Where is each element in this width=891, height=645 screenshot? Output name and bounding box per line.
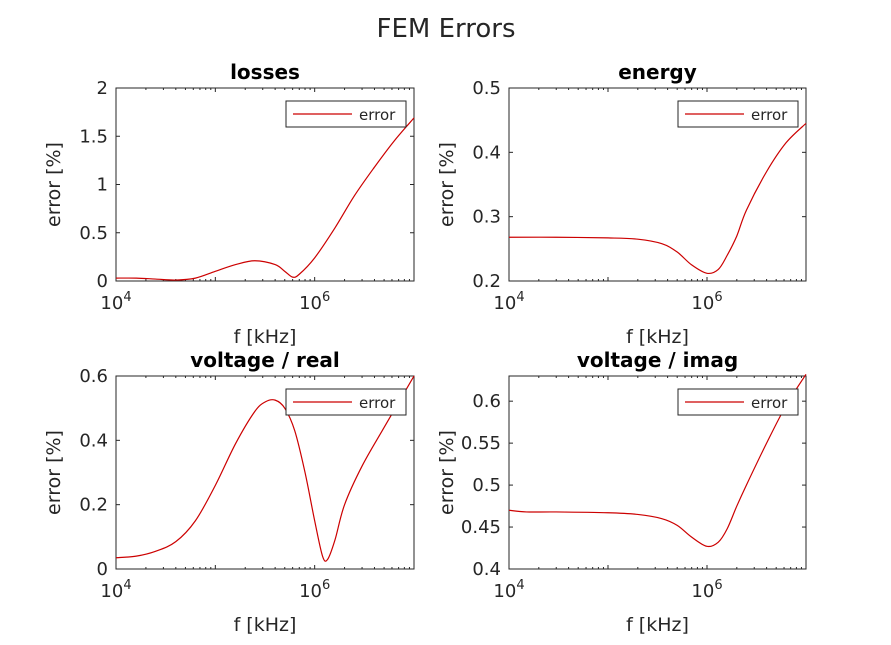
series-line-losses — [115, 117, 415, 281]
y-tick-label: 0.4 — [472, 142, 501, 163]
legend: error — [285, 100, 407, 128]
y-tick-label: 2 — [97, 78, 108, 99]
axes-title: voltage / imag — [577, 348, 738, 372]
y-tick-label: 0.2 — [79, 495, 108, 516]
y-tick-label: 0.55 — [461, 433, 501, 454]
x-tick-label: 106 — [299, 578, 330, 602]
series-line-energy — [508, 122, 807, 275]
x-axis-label: f [kHz] — [626, 326, 689, 348]
x-tick-base: 10 — [493, 293, 516, 314]
x-tick-exponent: 4 — [516, 578, 524, 593]
legend: error — [285, 388, 407, 416]
legend-entry: error — [359, 394, 396, 412]
y-tick-label: 0 — [97, 271, 108, 292]
x-tick-base: 10 — [100, 293, 123, 314]
x-tick-exponent: 6 — [322, 578, 330, 593]
y-tick-label: 1.5 — [79, 126, 108, 147]
legend: error — [677, 100, 799, 128]
y-tick-label: 0.5 — [79, 223, 108, 244]
x-axis-label: f [kHz] — [234, 614, 297, 636]
y-tick-label: 0.4 — [472, 559, 501, 580]
x-tick-exponent: 6 — [714, 578, 722, 593]
legend-entry: error — [751, 394, 788, 412]
x-tick-exponent: 4 — [123, 578, 131, 593]
y-tick-label: 0 — [97, 559, 108, 580]
legend-entry: error — [359, 106, 396, 124]
y-axis-label: error [%] — [436, 142, 458, 227]
y-tick-label: 0.6 — [472, 391, 501, 412]
x-tick-label: 106 — [691, 290, 722, 314]
y-tick-label: 0.45 — [461, 517, 501, 538]
y-tick-label: 0.6 — [79, 366, 108, 387]
y-axis-label: error [%] — [43, 142, 65, 227]
x-tick-base: 10 — [691, 293, 714, 314]
legend: error — [677, 388, 799, 416]
x-tick-label: 106 — [299, 290, 330, 314]
x-tick-exponent: 4 — [516, 290, 524, 305]
y-tick-label: 0.5 — [472, 78, 501, 99]
y-axis-label: error [%] — [43, 430, 65, 515]
x-tick-label: 104 — [100, 290, 131, 314]
series-line-voltage-real — [115, 375, 415, 562]
y-tick-label: 0.5 — [472, 475, 501, 496]
y-tick-label: 0.3 — [472, 207, 501, 228]
y-tick-label: 1 — [97, 175, 108, 196]
x-tick-exponent: 6 — [322, 290, 330, 305]
x-tick-base: 10 — [691, 581, 714, 602]
x-tick-base: 10 — [100, 581, 123, 602]
x-tick-base: 10 — [299, 293, 322, 314]
x-axis-label: f [kHz] — [626, 614, 689, 636]
x-tick-label: 104 — [493, 290, 524, 314]
x-tick-label: 104 — [100, 578, 131, 602]
axes-title: energy — [618, 60, 697, 84]
x-tick-exponent: 6 — [714, 290, 722, 305]
x-tick-base: 10 — [493, 581, 516, 602]
y-tick-label: 0.2 — [472, 271, 501, 292]
x-axis-label: f [kHz] — [234, 326, 297, 348]
series-line-voltage-imag — [508, 373, 807, 548]
figure-title: FEM Errors — [376, 14, 515, 44]
legend-entry: error — [751, 106, 788, 124]
x-tick-label: 104 — [493, 578, 524, 602]
x-tick-label: 106 — [691, 578, 722, 602]
y-axis-label: error [%] — [436, 430, 458, 515]
x-tick-exponent: 4 — [123, 290, 131, 305]
axes-title: voltage / real — [190, 348, 340, 372]
x-tick-base: 10 — [299, 581, 322, 602]
y-tick-label: 0.4 — [79, 430, 108, 451]
axes-title: losses — [230, 60, 300, 84]
